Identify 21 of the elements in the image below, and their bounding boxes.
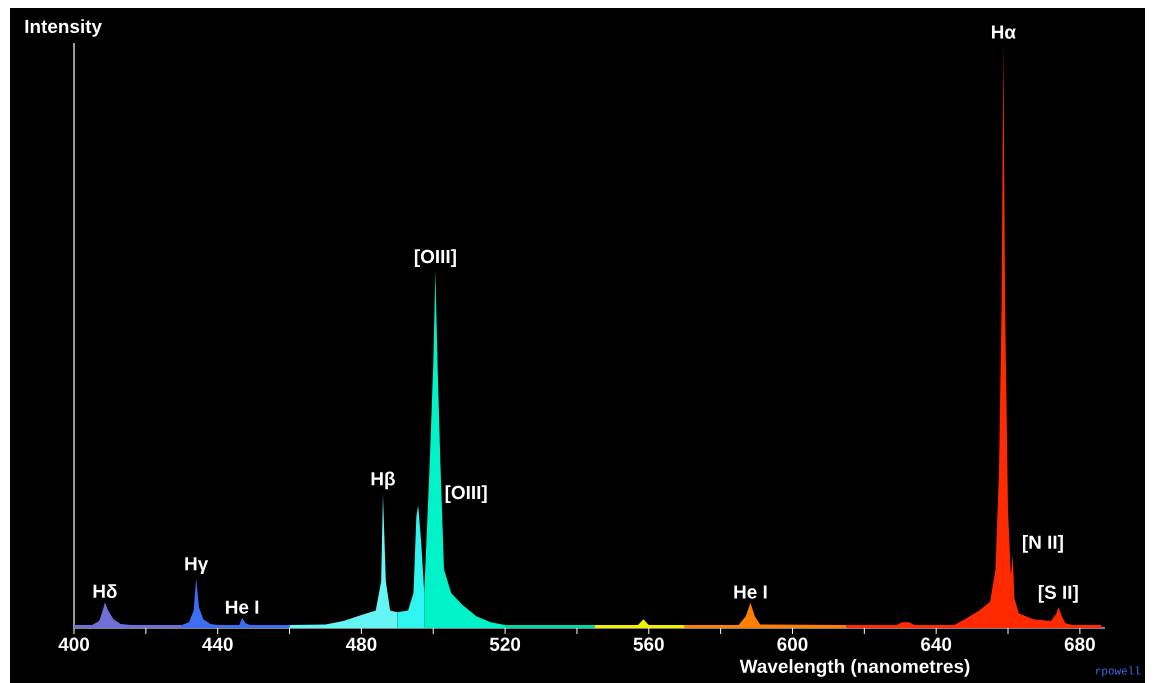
annotation: Hα bbox=[991, 25, 1016, 39]
annotation: Hδ bbox=[93, 584, 117, 599]
x-axis-title: Wavelength (nanometres) bbox=[739, 659, 970, 677]
x-tick-label: 680 bbox=[1064, 637, 1095, 651]
text: rpowell bbox=[1096, 666, 1141, 677]
y-axis-title: Intensity bbox=[25, 19, 102, 37]
x-tick-label: 400 bbox=[58, 637, 90, 651]
x-tick-label: 520 bbox=[489, 637, 521, 651]
annotation: He I bbox=[226, 600, 259, 614]
annotation: Hγ bbox=[185, 557, 209, 575]
x-tick-label: 640 bbox=[921, 637, 952, 651]
annotation: Hβ bbox=[371, 471, 395, 490]
x-tick-label: 560 bbox=[633, 637, 664, 651]
annotation: [OIII] bbox=[414, 249, 456, 267]
annotation: [S II] bbox=[1038, 585, 1078, 603]
x-tick-label: 440 bbox=[202, 637, 233, 651]
x-tick-label: 480 bbox=[345, 637, 377, 651]
annotation: He I bbox=[734, 585, 767, 599]
annotation: [OIII] bbox=[445, 485, 487, 503]
annotation: [N II] bbox=[1022, 535, 1063, 553]
x-tick-label: 600 bbox=[777, 637, 808, 651]
